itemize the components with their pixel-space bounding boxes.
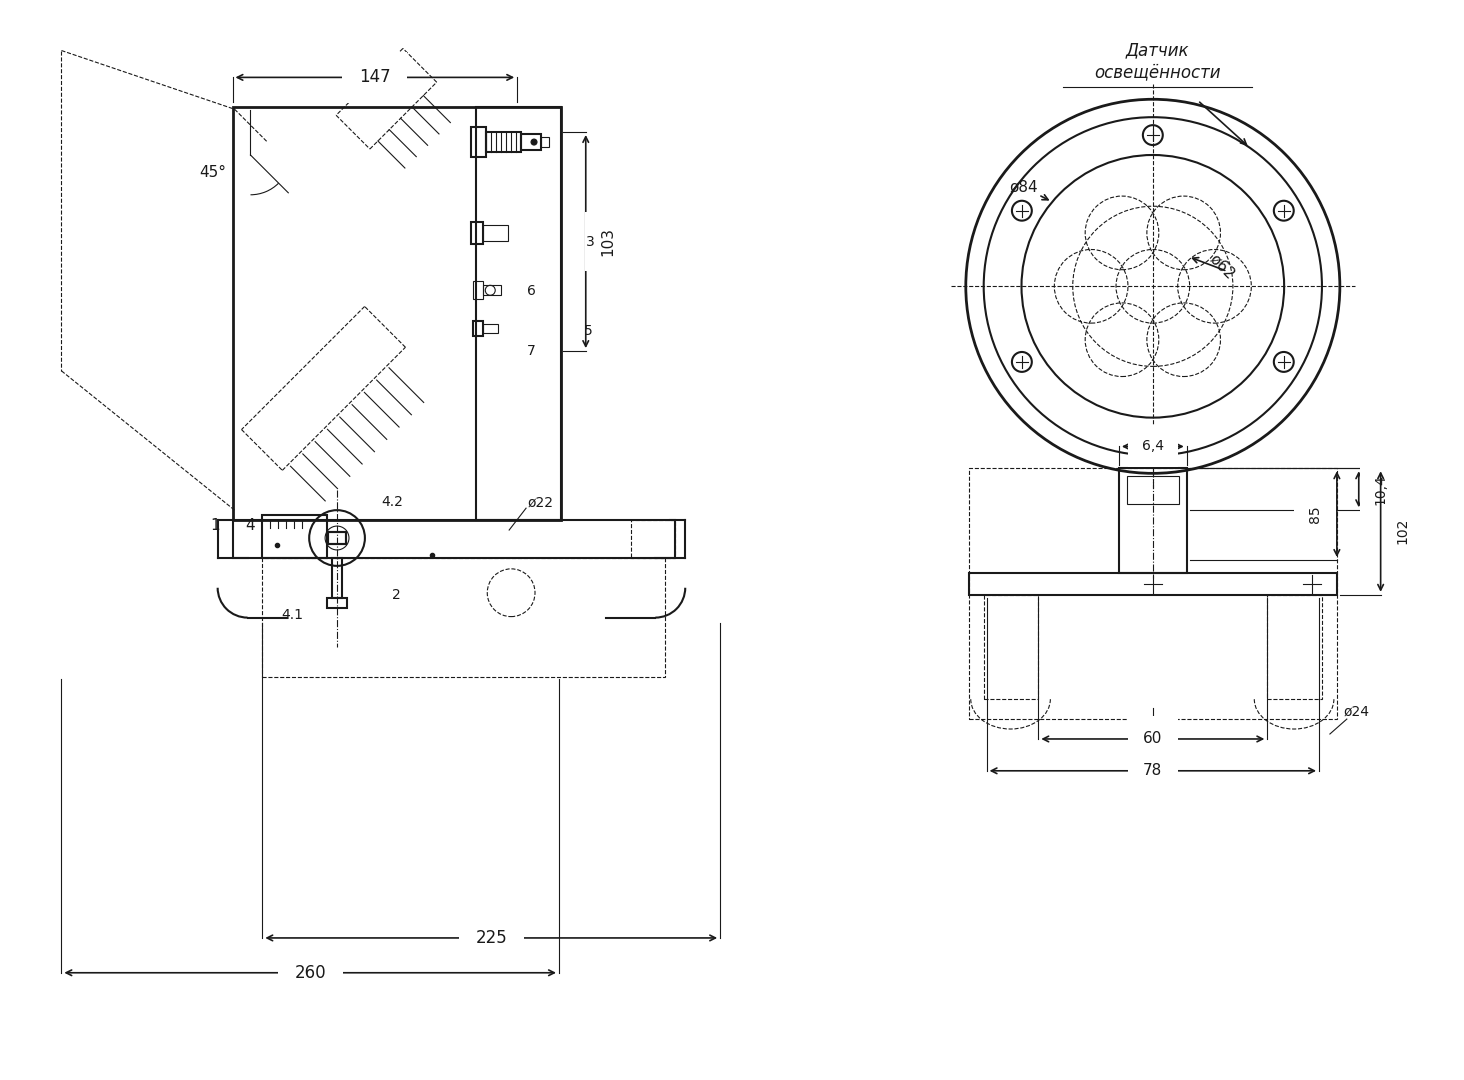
Text: 6,4: 6,4 xyxy=(1142,440,1164,454)
Bar xyxy=(631,521,675,558)
Bar xyxy=(969,572,1337,595)
Bar xyxy=(542,137,549,147)
Text: 3: 3 xyxy=(587,234,594,248)
Bar xyxy=(233,107,561,521)
Text: ø84: ø84 xyxy=(1009,179,1038,194)
Bar xyxy=(483,285,501,295)
Text: 225: 225 xyxy=(476,929,507,947)
Text: 10,4: 10,4 xyxy=(1373,474,1388,504)
Text: 4: 4 xyxy=(246,517,255,532)
Circle shape xyxy=(1012,201,1032,220)
Circle shape xyxy=(1012,352,1032,372)
Bar xyxy=(332,558,343,597)
Bar xyxy=(262,558,665,677)
Bar xyxy=(473,321,483,336)
Circle shape xyxy=(1143,125,1162,145)
Bar xyxy=(476,107,561,521)
Text: 1: 1 xyxy=(209,517,220,532)
Circle shape xyxy=(1143,428,1162,447)
Text: 4.1: 4.1 xyxy=(281,608,303,622)
Text: 4.2: 4.2 xyxy=(381,496,403,509)
Text: ø62: ø62 xyxy=(1206,251,1239,282)
Text: 102: 102 xyxy=(1395,517,1410,544)
Bar xyxy=(262,515,326,558)
Text: 147: 147 xyxy=(359,68,391,86)
Bar xyxy=(486,132,521,152)
Text: ø22: ø22 xyxy=(529,496,553,509)
Text: 6: 6 xyxy=(527,284,536,298)
Bar xyxy=(483,225,508,241)
Bar xyxy=(471,221,483,243)
Bar xyxy=(984,595,1038,699)
Text: 45°: 45° xyxy=(199,165,225,180)
Text: Датчик: Датчик xyxy=(1126,41,1190,59)
Bar xyxy=(328,532,346,544)
Text: 260: 260 xyxy=(294,963,326,982)
Bar xyxy=(471,127,486,157)
Circle shape xyxy=(1274,352,1294,372)
Text: 2: 2 xyxy=(392,588,401,602)
Text: освещённости: освещённости xyxy=(1095,64,1221,81)
Text: 85: 85 xyxy=(1307,505,1322,523)
Bar xyxy=(233,521,675,558)
Text: ø24: ø24 xyxy=(1344,704,1370,718)
Bar xyxy=(1127,476,1179,504)
Bar xyxy=(483,324,498,333)
Text: 60: 60 xyxy=(1143,731,1162,746)
Text: 103: 103 xyxy=(600,227,615,256)
Bar xyxy=(328,532,346,544)
Bar xyxy=(1118,469,1187,572)
Bar xyxy=(1268,595,1322,699)
Circle shape xyxy=(1274,201,1294,220)
Bar xyxy=(521,134,542,150)
Bar xyxy=(326,597,347,608)
Text: 7: 7 xyxy=(527,343,536,357)
Bar xyxy=(473,281,483,299)
Circle shape xyxy=(531,139,537,145)
Bar xyxy=(969,469,1337,719)
Text: 5: 5 xyxy=(584,324,593,338)
Text: 78: 78 xyxy=(1143,764,1162,779)
